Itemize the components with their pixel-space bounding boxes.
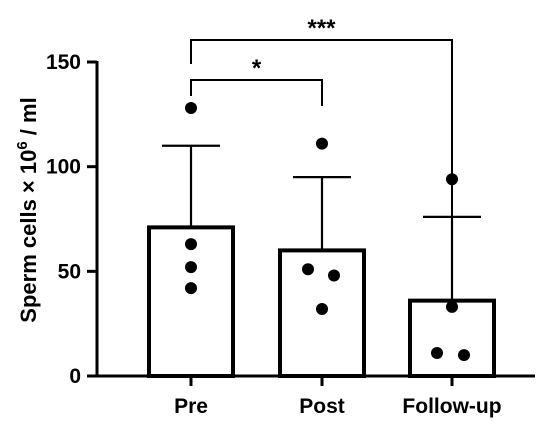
data-point xyxy=(185,102,197,115)
data-point xyxy=(446,173,458,186)
y-axis-label: Sperm cells × 106 / ml xyxy=(14,97,41,322)
x-tick-label: Post xyxy=(299,395,345,418)
x-tick-label: Follow-up xyxy=(402,395,501,418)
y-tick-label: 100 xyxy=(46,156,81,179)
data-point xyxy=(302,263,314,276)
data-point xyxy=(458,349,470,362)
data-point xyxy=(316,303,328,316)
data-point xyxy=(185,238,197,251)
data-point xyxy=(328,269,340,282)
data-point xyxy=(185,282,197,295)
data-point xyxy=(446,300,458,313)
x-tick-label: Pre xyxy=(174,395,208,418)
y-axis-label-prefix: Sperm cells × 10 xyxy=(16,150,41,323)
bar-pre xyxy=(147,225,235,378)
significance-bracket xyxy=(190,79,323,106)
significance-brackets: **** xyxy=(190,15,453,282)
y-tick-label: 50 xyxy=(58,260,81,283)
y-tick-label: 0 xyxy=(69,365,81,388)
significance-label: * xyxy=(252,55,262,82)
data-point xyxy=(431,346,443,359)
significance-label: *** xyxy=(307,15,336,42)
error-bars xyxy=(162,144,481,301)
y-tick-label: 150 xyxy=(46,51,81,74)
data-point xyxy=(185,261,197,274)
svg-text:Sperm cells × 106 / ml: Sperm cells × 106 / ml xyxy=(14,97,41,322)
data-point xyxy=(316,137,328,150)
data-points xyxy=(185,102,470,362)
y-axis-label-suffix: / ml xyxy=(16,97,41,141)
significance-bracket xyxy=(190,39,453,282)
y-axis-label-superscript: 6 xyxy=(14,141,31,149)
